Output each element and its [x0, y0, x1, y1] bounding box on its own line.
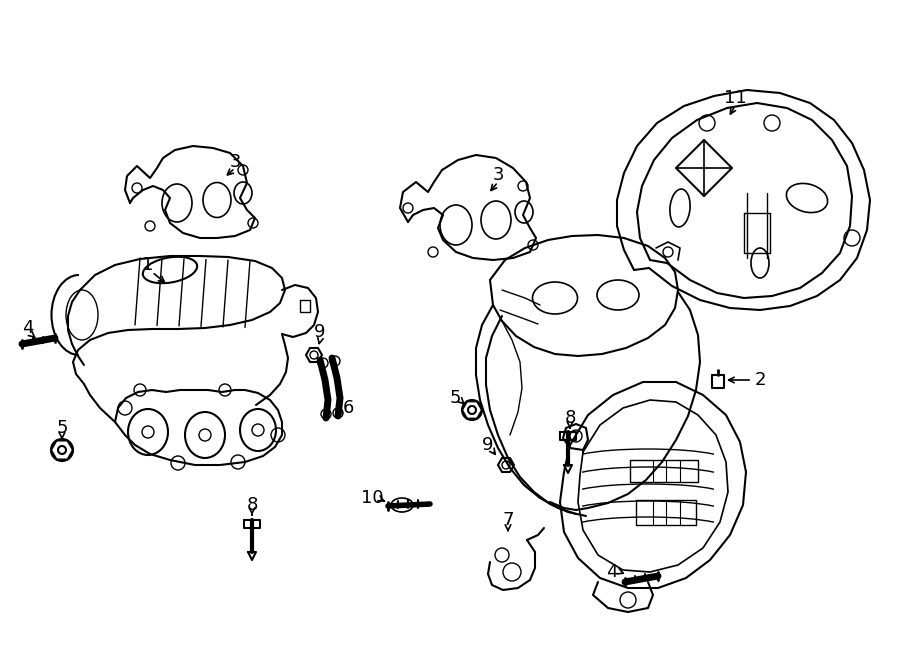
Text: 1: 1	[142, 256, 154, 274]
Text: 7: 7	[502, 511, 514, 529]
Text: 11: 11	[724, 89, 746, 107]
Text: 6: 6	[342, 399, 354, 417]
Text: 3: 3	[492, 166, 504, 184]
Text: 9: 9	[314, 323, 326, 341]
Text: 5: 5	[449, 389, 461, 407]
Text: 10: 10	[361, 489, 383, 507]
Text: 4: 4	[607, 563, 617, 581]
Text: 5: 5	[56, 419, 68, 437]
Text: 3: 3	[230, 153, 241, 171]
Text: 2: 2	[754, 371, 766, 389]
Text: 9: 9	[482, 436, 494, 454]
Text: 8: 8	[564, 409, 576, 427]
Text: 8: 8	[247, 496, 257, 514]
Text: 4: 4	[22, 319, 34, 337]
